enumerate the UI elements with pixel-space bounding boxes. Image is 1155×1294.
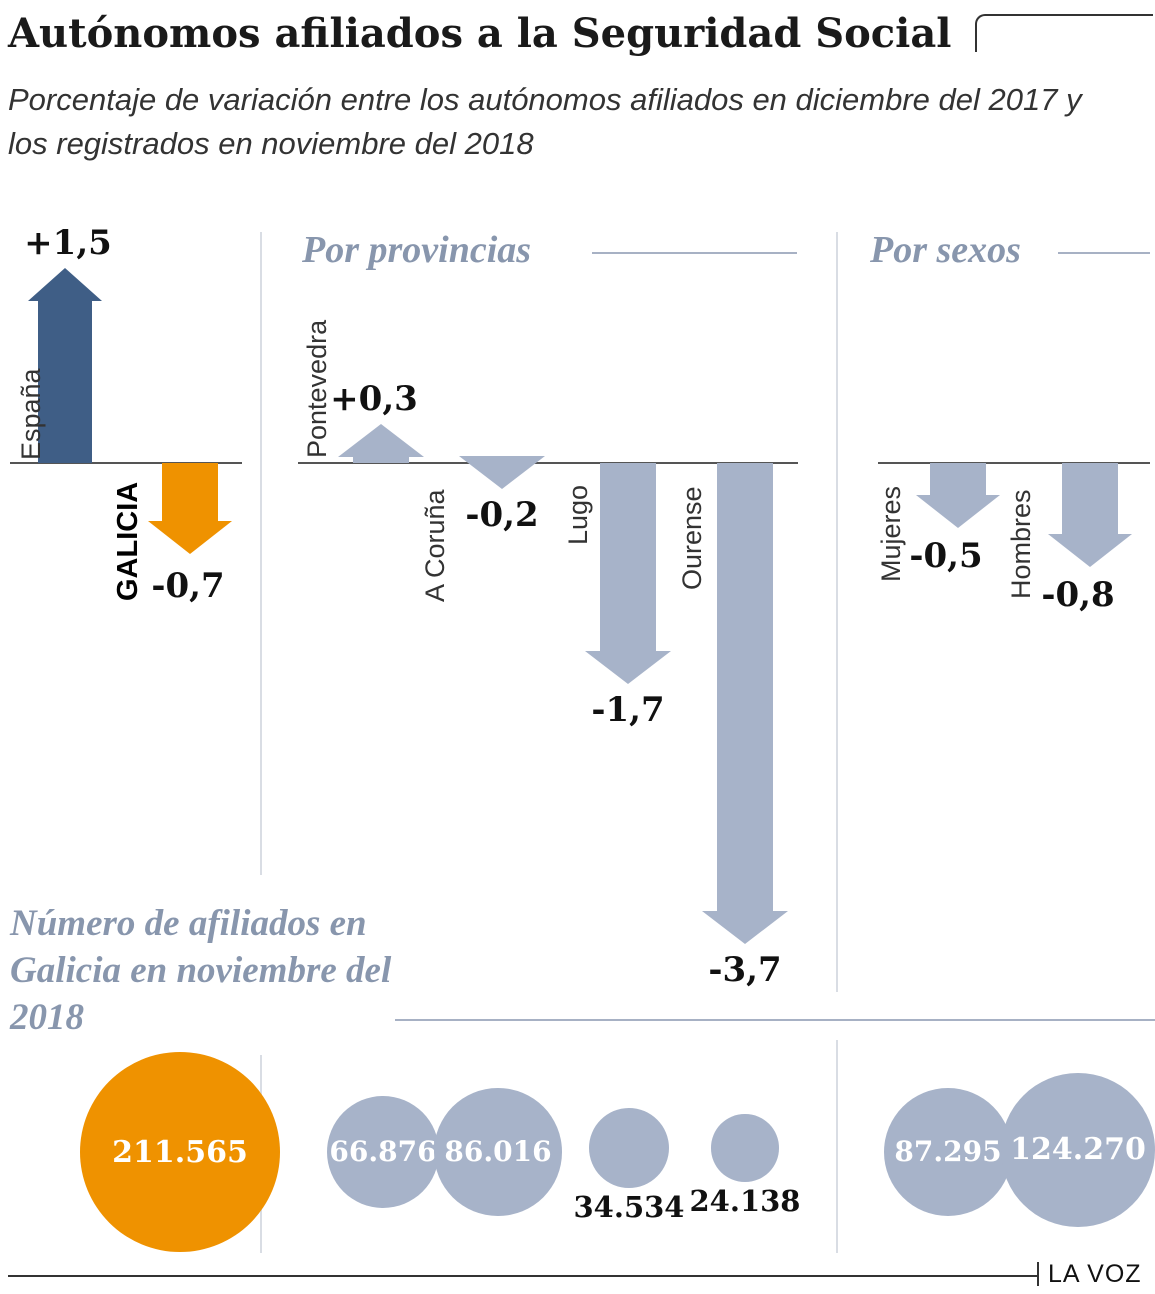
value-label-espana: +1,5 bbox=[24, 223, 112, 263]
category-label-espana: España bbox=[16, 368, 46, 460]
heading-rule-bubbles bbox=[395, 1019, 1155, 1021]
bubble-value-label: 211.565 bbox=[112, 1134, 248, 1170]
heading-por-provincias: Por provincias bbox=[302, 229, 532, 271]
category-label-a-coruna: A Coruña bbox=[420, 489, 450, 602]
footer-line bbox=[8, 1275, 1038, 1277]
category-label-hombres: Hombres bbox=[1006, 489, 1036, 599]
category-label-pontevedra: Pontevedra bbox=[302, 319, 332, 458]
bubble-value-label: 124.270 bbox=[1010, 1132, 1146, 1168]
value-label-galicia: -0,7 bbox=[151, 566, 225, 606]
bubble-5: 87.295 bbox=[883, 1087, 1013, 1217]
bubble-value-label: 87.295 bbox=[894, 1135, 1002, 1169]
bar-lugo bbox=[585, 463, 671, 684]
bubble-value-label: 86.016 bbox=[444, 1135, 552, 1169]
value-label-pontevedra: +0,3 bbox=[330, 379, 418, 419]
heading-numero-afiliados: Número de afiliados en Galicia en noviem… bbox=[10, 903, 392, 1038]
category-label-lugo: Lugo bbox=[563, 484, 593, 545]
category-label-ourense: Ourense bbox=[677, 486, 707, 590]
bar-galicia bbox=[148, 463, 232, 554]
divider-left bbox=[260, 232, 262, 875]
footer-tick bbox=[1037, 1262, 1039, 1286]
value-label-mujeres: -0,5 bbox=[909, 536, 983, 576]
chart-subtitle: Porcentaje de variación entre los autóno… bbox=[8, 82, 1082, 161]
value-label-lugo: -1,7 bbox=[591, 690, 665, 730]
bubble-2: 86.016 bbox=[434, 1088, 562, 1216]
axis-baseline-national bbox=[10, 462, 242, 464]
divider-bubbles-right bbox=[836, 1040, 838, 1253]
bubble-6: 124.270 bbox=[1001, 1073, 1155, 1227]
heading-rule-sexos bbox=[1058, 252, 1150, 254]
bubble-value-label: 34.534 bbox=[573, 1190, 685, 1225]
bubble-1: 66.876 bbox=[326, 1095, 440, 1209]
divider-right bbox=[836, 232, 838, 992]
heading-por-sexos: Por sexos bbox=[870, 229, 1021, 271]
title-bracket bbox=[975, 14, 1153, 52]
bubble-3 bbox=[588, 1107, 670, 1189]
category-label-mujeres: Mujeres bbox=[876, 485, 906, 582]
value-label-hombres: -0,8 bbox=[1041, 575, 1115, 615]
chart-title: Autónomos afiliados a la Seguridad Socia… bbox=[8, 10, 952, 57]
heading-rule-provincias bbox=[592, 252, 797, 254]
category-label-galicia: GALICIA bbox=[112, 481, 144, 601]
value-label-ourense: -3,7 bbox=[708, 950, 782, 990]
value-label-a-coruna: -0,2 bbox=[465, 495, 539, 535]
bar-hombres bbox=[1048, 463, 1132, 567]
bubble-value-label: 66.876 bbox=[329, 1135, 437, 1169]
axis-baseline-sexos bbox=[878, 462, 1150, 464]
bubble-0: 211.565 bbox=[80, 1052, 280, 1252]
bubble-value-label: 24.138 bbox=[689, 1183, 801, 1218]
bubble-4 bbox=[711, 1114, 779, 1182]
bar-ourense bbox=[702, 463, 788, 944]
bar-pontevedra bbox=[338, 424, 424, 463]
brand-logo: LA VOZ bbox=[1048, 1260, 1142, 1288]
axis-baseline-provincias bbox=[298, 462, 798, 464]
bar-a-coruna bbox=[459, 456, 545, 489]
bar-espana bbox=[28, 268, 102, 463]
bar-mujeres bbox=[916, 463, 1000, 528]
